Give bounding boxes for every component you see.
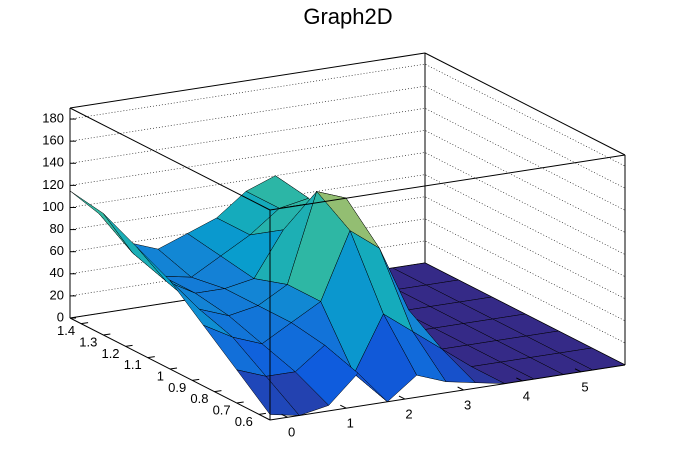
surface-cell	[103, 213, 167, 282]
x-tick	[574, 368, 582, 373]
z-tick-label: 60	[50, 243, 64, 258]
box-edge	[69, 107, 271, 211]
surface-cell	[236, 369, 300, 416]
box-edge	[69, 52, 426, 109]
y-tick-label: 0.9	[168, 380, 186, 395]
x-tick-label: 3	[464, 397, 471, 412]
x-tick	[457, 386, 464, 391]
x-tick-label: 4	[523, 388, 530, 403]
z-tick-label: 20	[50, 287, 64, 302]
x-tick-label: 2	[405, 407, 412, 422]
y-tick-label: 1.2	[101, 346, 119, 361]
z-tick-label: 180	[42, 110, 64, 125]
y-tick	[103, 333, 111, 336]
x-tick	[398, 395, 406, 400]
y-tick-label: 1	[157, 368, 164, 383]
y-tick-label: 1.4	[57, 323, 75, 338]
y-tick-label: 1.1	[124, 357, 142, 372]
y-tick	[258, 412, 266, 415]
x-tick	[340, 404, 347, 409]
y-tick	[192, 378, 200, 381]
x-tick	[281, 413, 288, 418]
z-tick-label: 140	[42, 155, 64, 170]
y-tick	[81, 322, 89, 325]
grid-line	[69, 107, 626, 211]
surface-cell	[69, 190, 133, 254]
x-tick-label: 5	[581, 379, 588, 394]
y-tick	[214, 390, 222, 393]
y-tick	[125, 344, 133, 347]
y-tick-label: 0.7	[213, 402, 231, 417]
y-tick	[236, 401, 244, 404]
x-tick-label: 1	[347, 416, 354, 431]
x-tick-label: 0	[288, 425, 295, 440]
y-tick	[147, 356, 155, 359]
z-tick-label: 160	[42, 133, 64, 148]
box-edge	[424, 52, 626, 156]
x-tick	[516, 377, 523, 382]
z-tick-label: 120	[42, 177, 64, 192]
chart-title: Graph2D	[303, 4, 392, 29]
box-edge	[269, 364, 626, 421]
z-tick-label: 40	[50, 265, 64, 280]
z-tick-label: 0	[57, 309, 64, 324]
box-edge	[269, 154, 626, 211]
y-tick	[169, 367, 178, 370]
grid-line	[69, 85, 626, 189]
z-tick-label: 100	[42, 199, 64, 214]
y-tick-label: 1.3	[79, 334, 97, 349]
y-tick-label: 0.8	[190, 391, 208, 406]
y-tick-label: 0.6	[235, 414, 253, 429]
z-tick-label: 80	[50, 221, 64, 236]
